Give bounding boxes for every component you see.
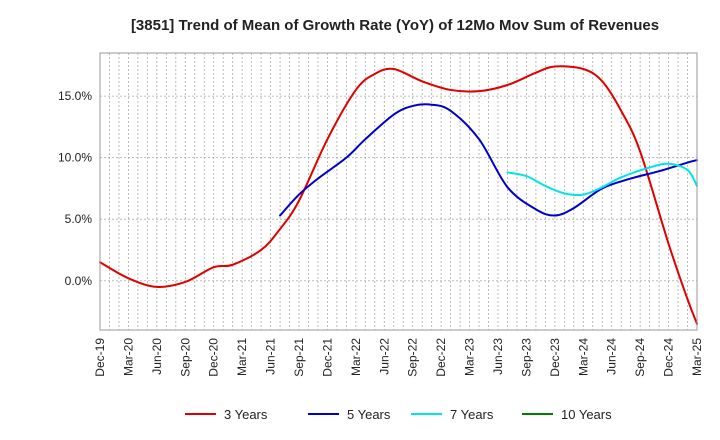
legend-item-7-years: 7 Years — [411, 407, 494, 422]
legend-label: 5 Years — [347, 407, 391, 422]
x-tick-label: Dec-19 — [93, 338, 107, 377]
legend: 3 Years 5 Years 7 Years 10 Years — [185, 407, 612, 422]
x-tick-label: Dec-21 — [320, 338, 334, 377]
plot-frame — [99, 52, 698, 331]
grid — [100, 53, 697, 330]
x-tick-label: Jun-23 — [491, 338, 505, 375]
x-tick-label: Mar-22 — [349, 338, 363, 376]
y-tick-label: 5.0% — [65, 212, 93, 226]
x-tick-label: Jun-20 — [150, 338, 164, 375]
x-tick-label: Sep-23 — [519, 338, 533, 377]
x-tick-label: Jun-22 — [377, 338, 391, 375]
x-tick-label: Jun-24 — [605, 338, 619, 375]
x-tick-label: Dec-23 — [548, 338, 562, 377]
x-tick-label: Dec-22 — [434, 338, 448, 377]
legend-item-3-years: 3 Years — [185, 407, 268, 422]
x-tick-label: Mar-21 — [235, 338, 249, 376]
x-tick-label: Mar-20 — [121, 338, 135, 376]
series-line-5-years — [279, 103, 698, 217]
x-tick-label: Mar-25 — [690, 338, 704, 376]
x-tick-label: Sep-24 — [633, 338, 647, 377]
legend-label: 10 Years — [561, 407, 612, 422]
x-tick-label: Dec-24 — [662, 338, 676, 377]
x-tick-label: Sep-21 — [292, 338, 306, 377]
y-tick-label: 0.0% — [65, 274, 93, 288]
chart-title: [3851] Trend of Mean of Growth Rate (YoY… — [131, 17, 659, 34]
x-tick-label: Jun-21 — [264, 338, 278, 375]
x-tick-label: Sep-22 — [406, 338, 420, 377]
legend-label: 7 Years — [450, 407, 494, 422]
x-axis: Dec-19 Mar-20 Jun-20 Sep-20 Dec-20 Mar-21 Jun-… — [93, 338, 704, 377]
x-tick-label: Mar-24 — [576, 338, 590, 376]
legend-item-5-years: 5 Years — [308, 407, 391, 422]
series-line-7-years — [506, 162, 698, 197]
legend-label: 3 Years — [224, 407, 268, 422]
y-tick-label: 10.0% — [58, 151, 92, 165]
y-tick-label: 15.0% — [58, 89, 92, 103]
legend-item-10-years: 10 Years — [522, 407, 612, 422]
x-tick-label: Sep-20 — [178, 338, 192, 377]
series-layer — [99, 65, 698, 325]
x-tick-label: Mar-23 — [463, 338, 477, 376]
x-tick-label: Dec-20 — [207, 338, 221, 377]
series-line-3-years — [99, 65, 698, 325]
y-axis: 0.0% 5.0% 10.0% 15.0% — [58, 89, 92, 288]
